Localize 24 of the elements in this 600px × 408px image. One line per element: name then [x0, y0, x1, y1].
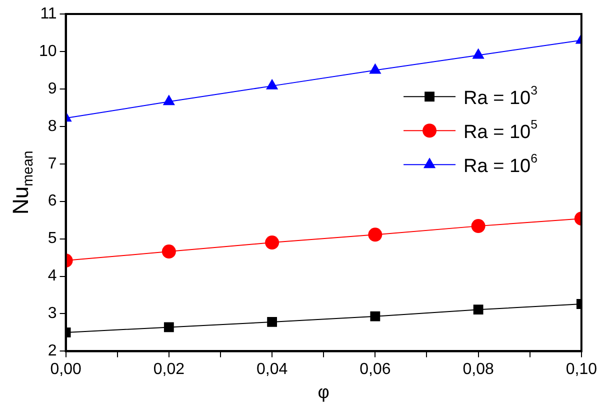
y-tick-label: 11 — [40, 5, 57, 22]
point — [267, 317, 277, 327]
y-axis-title: Numean — [8, 150, 37, 215]
x-tick-label: 0,06 — [360, 361, 391, 378]
y-tick-label: 8 — [48, 118, 57, 135]
point — [368, 228, 382, 242]
y-tick-label: 6 — [48, 192, 57, 210]
x-tick-label: 0,04 — [256, 361, 288, 378]
y-tick-label: 10 — [39, 42, 57, 60]
x-tick-label: 0,00 — [50, 361, 82, 378]
point — [266, 78, 278, 90]
point — [265, 236, 280, 250]
x-tick-label: 0,02 — [153, 361, 185, 378]
y-tick-label: 4 — [48, 268, 57, 285]
y-tick-label: 7 — [48, 155, 57, 172]
y-tick-label: 3 — [48, 305, 57, 322]
y-tick-label: 2 — [48, 342, 57, 360]
y-tick-label: 9 — [48, 80, 57, 98]
point — [370, 311, 380, 322]
point — [369, 63, 382, 74]
x-tick-label: 0,10 — [566, 361, 598, 378]
x-tick-label: 0,08 — [462, 361, 494, 378]
x-axis-title: φ — [318, 382, 330, 402]
y-tick-label: 5 — [48, 230, 57, 248]
